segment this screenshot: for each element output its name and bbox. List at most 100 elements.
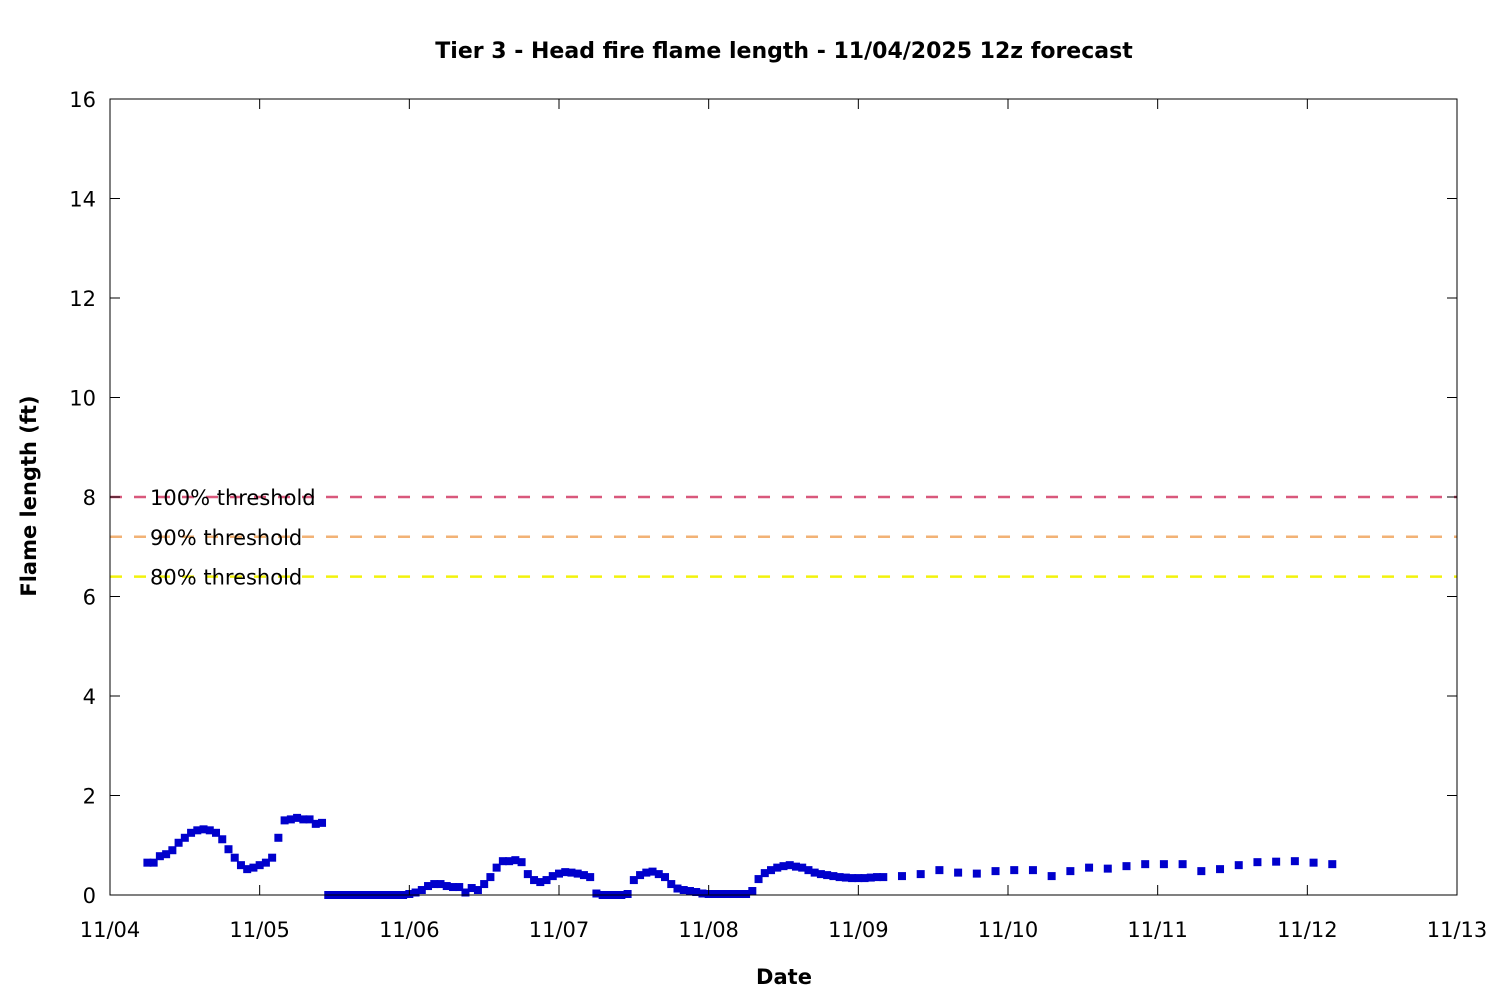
data-point <box>193 826 202 835</box>
data-point <box>1328 860 1337 869</box>
data-point <box>816 870 825 879</box>
data-point <box>636 871 645 880</box>
data-point <box>411 888 420 897</box>
data-point <box>667 880 676 889</box>
x-tick-label: 11/09 <box>828 918 889 942</box>
data-point <box>542 876 551 885</box>
data-point <box>692 888 701 897</box>
threshold-lines: 100% threshold 90% threshold 80% threshold <box>110 486 1457 590</box>
data-point <box>417 886 426 895</box>
data-point <box>486 873 495 882</box>
y-tick-label: 10 <box>69 387 96 411</box>
data-point <box>661 873 670 882</box>
data-point <box>592 889 601 898</box>
y-tick-label: 14 <box>69 188 96 212</box>
x-tick-label: 11/05 <box>229 918 290 942</box>
threshold-label: 90% threshold <box>150 526 302 550</box>
data-point <box>866 873 875 882</box>
data-point <box>311 819 320 828</box>
data-point <box>236 861 245 870</box>
data-point <box>430 880 439 889</box>
data-point <box>230 853 239 862</box>
data-point <box>162 850 171 859</box>
data-point <box>505 857 514 866</box>
data-point <box>748 887 757 896</box>
data-point <box>873 873 882 882</box>
data-point <box>280 816 289 825</box>
data-point <box>1103 864 1112 873</box>
data-point <box>536 878 545 887</box>
data-point <box>274 833 283 842</box>
data-point <box>268 853 277 862</box>
data-point <box>579 871 588 880</box>
data-point <box>548 872 557 881</box>
data-point <box>205 826 214 835</box>
y-tick-label: 16 <box>69 88 96 112</box>
data-point <box>717 890 726 899</box>
axes: 0 2 4 6 8 10 12 14 16 11/04 11/05 11/06 11/07 11/08 11… <box>69 88 1487 942</box>
x-tick-label: 11/06 <box>379 918 440 942</box>
x-tick-label: 11/13 <box>1427 918 1488 942</box>
data-point <box>261 858 270 867</box>
data-point <box>972 869 981 878</box>
data-point <box>511 856 520 865</box>
data-point <box>698 889 707 898</box>
x-tick-label: 11/12 <box>1277 918 1338 942</box>
data-point <box>1216 865 1225 874</box>
y-axis-label: Flame length (ft) <box>17 395 41 596</box>
data-point <box>991 867 1000 876</box>
data-point <box>299 815 308 824</box>
data-point <box>255 861 264 870</box>
data-point <box>804 866 813 875</box>
data-point <box>1028 866 1037 875</box>
data-point <box>199 825 208 834</box>
data-point <box>791 862 800 871</box>
x-tick-label: 11/08 <box>678 918 739 942</box>
data-point <box>935 866 944 875</box>
data-point <box>735 890 744 899</box>
data-point <box>567 868 576 877</box>
data-point <box>467 884 476 893</box>
data-point <box>723 890 732 899</box>
data-point <box>573 869 582 878</box>
data-point <box>143 858 152 867</box>
data-point <box>760 869 769 878</box>
y-tick-label: 4 <box>83 685 96 709</box>
data-point <box>1122 862 1131 871</box>
data-point <box>798 863 807 872</box>
data-point <box>1234 861 1243 870</box>
x-tick-label: 11/11 <box>1127 918 1188 942</box>
data-point <box>149 858 158 867</box>
data-point <box>218 835 227 844</box>
data-point <box>779 862 788 871</box>
data-point <box>480 880 489 889</box>
data-point <box>810 868 819 877</box>
x-tick-label: 11/04 <box>80 918 141 942</box>
data-point <box>729 890 738 899</box>
data-point <box>754 875 763 884</box>
data-point <box>648 867 657 876</box>
y-tick-label: 0 <box>83 884 96 908</box>
data-point <box>586 873 595 882</box>
data-point <box>455 883 464 892</box>
data-point <box>212 828 221 837</box>
data-point <box>286 815 295 824</box>
data-point <box>742 890 751 899</box>
data-point <box>517 858 526 867</box>
data-point <box>673 884 682 893</box>
y-tick-label: 6 <box>83 586 96 610</box>
data-point <box>1309 858 1318 867</box>
y-tick-label: 2 <box>83 785 96 809</box>
data-point <box>174 838 183 847</box>
data-point <box>168 846 177 855</box>
data-point <box>916 870 925 879</box>
data-point <box>492 863 501 872</box>
x-axis-label: Date <box>756 965 812 989</box>
data-point <box>155 852 164 861</box>
data-point <box>623 890 632 899</box>
data-point <box>654 870 663 879</box>
data-point <box>461 888 470 897</box>
data-point <box>1141 860 1150 869</box>
y-tick-label: 12 <box>69 287 96 311</box>
data-point <box>224 845 233 854</box>
